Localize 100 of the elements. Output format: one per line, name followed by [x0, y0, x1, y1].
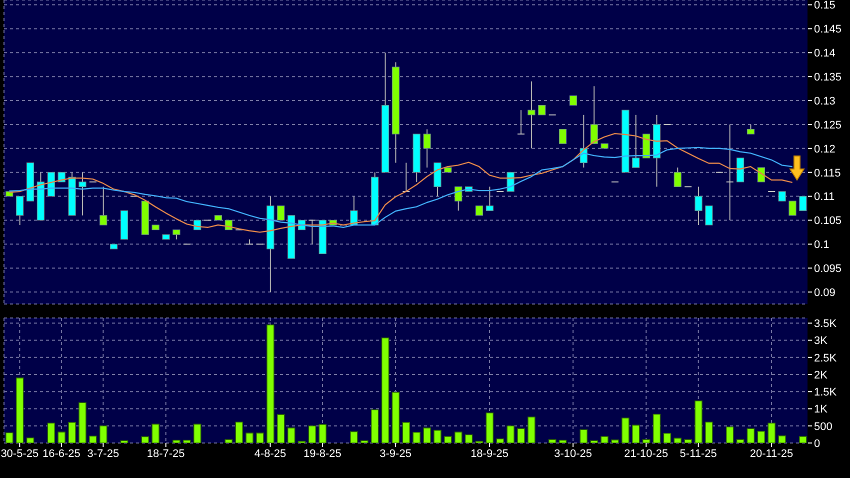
candlestick	[454, 186, 462, 212]
x-tick-label: 5-11-25	[680, 448, 717, 460]
y-tick-label: 1K	[814, 404, 828, 416]
bar	[152, 424, 160, 443]
bar	[580, 429, 588, 443]
bar	[663, 433, 672, 443]
candlestick	[308, 220, 316, 245]
candlestick	[799, 196, 807, 211]
candlestick	[726, 124, 734, 221]
bar	[78, 402, 86, 443]
y-tick-label: 2K	[814, 369, 828, 382]
bar	[308, 425, 316, 443]
bar	[684, 439, 692, 443]
candlestick	[788, 200, 796, 216]
y-tick-label: 0.11	[814, 191, 835, 204]
candlestick	[277, 206, 285, 221]
bar	[193, 424, 202, 443]
y-tick-label: 0.135	[814, 72, 842, 84]
y-tick-label: 0.13	[814, 95, 836, 108]
candlestick	[100, 186, 108, 226]
bar	[402, 422, 410, 443]
bar	[141, 436, 150, 443]
y-tick-label: 0.125	[814, 119, 842, 132]
bar	[726, 426, 734, 443]
bar	[266, 324, 274, 443]
candlestick	[558, 128, 567, 144]
y-tick-label: 0.09	[814, 286, 836, 299]
x-tick-label: 20-11-25	[750, 448, 794, 460]
candlestick	[694, 186, 702, 226]
bar	[778, 435, 786, 443]
bar	[528, 416, 536, 443]
bar	[381, 337, 390, 443]
candlestick	[486, 186, 494, 212]
bar	[799, 436, 807, 443]
bar	[182, 440, 191, 443]
bar	[350, 431, 358, 443]
bar	[434, 430, 442, 443]
bar	[768, 422, 776, 443]
candlestick	[632, 114, 640, 168]
y-tick-label: 1.5K	[814, 386, 838, 399]
bar	[705, 422, 713, 443]
x-tick-label: 30-5-25	[0, 448, 39, 460]
bar	[318, 424, 327, 443]
candlestick	[78, 172, 86, 216]
bar	[590, 440, 598, 443]
bar	[360, 440, 368, 443]
y-tick-label: 3K	[814, 335, 828, 348]
bar	[287, 428, 296, 443]
bar	[632, 424, 640, 443]
bar	[622, 418, 630, 443]
candlestick	[434, 162, 442, 197]
candlestick	[757, 167, 765, 182]
bar	[47, 422, 56, 443]
bar	[68, 422, 76, 443]
bar	[423, 428, 431, 443]
x-tick-label: 19-8-25	[304, 448, 342, 460]
bar	[506, 425, 514, 443]
candlestick	[674, 167, 682, 188]
y-tick-label: 0.1	[814, 239, 830, 252]
candlestick	[590, 86, 598, 144]
y-tick-label: 0.105	[814, 215, 842, 228]
bar	[224, 439, 233, 443]
y-tick-label: 0.14	[814, 48, 836, 60]
bar	[496, 438, 504, 443]
bar	[235, 422, 243, 443]
y-tick-label: 2.5K	[814, 352, 838, 364]
candlestick	[16, 196, 24, 226]
bar	[611, 440, 619, 443]
y-tick-label: 0.115	[814, 167, 841, 180]
bar	[548, 439, 556, 443]
bar	[412, 432, 420, 443]
candlestick	[642, 134, 650, 158]
candlestick	[778, 191, 786, 202]
candlestick	[746, 124, 755, 135]
candlestick	[538, 104, 546, 116]
bar	[652, 414, 661, 443]
bar	[694, 400, 702, 443]
bar	[89, 436, 97, 443]
bar	[256, 432, 264, 443]
candlestick	[423, 128, 431, 168]
bar	[276, 414, 285, 443]
candlestick	[705, 206, 713, 226]
bar	[16, 378, 24, 443]
bar	[517, 428, 525, 443]
candlestick	[569, 95, 578, 106]
y-tick-label: 0	[814, 438, 820, 450]
x-tick-label: 18-9-25	[470, 448, 508, 460]
x-tick-label: 3-10-25	[554, 448, 592, 460]
y-tick-label: 0.12	[814, 143, 836, 156]
bar	[454, 432, 462, 443]
bar	[757, 430, 766, 443]
bar	[99, 425, 108, 443]
bar	[172, 440, 180, 443]
x-tick-label: 16-6-25	[42, 448, 80, 460]
candlestick	[736, 158, 744, 182]
bar	[120, 440, 128, 443]
bar	[58, 432, 66, 443]
x-tick-label: 4-8-25	[254, 448, 286, 460]
x-tick-label: 21-10-25	[624, 448, 668, 460]
y-tick-label: 500	[814, 420, 832, 433]
